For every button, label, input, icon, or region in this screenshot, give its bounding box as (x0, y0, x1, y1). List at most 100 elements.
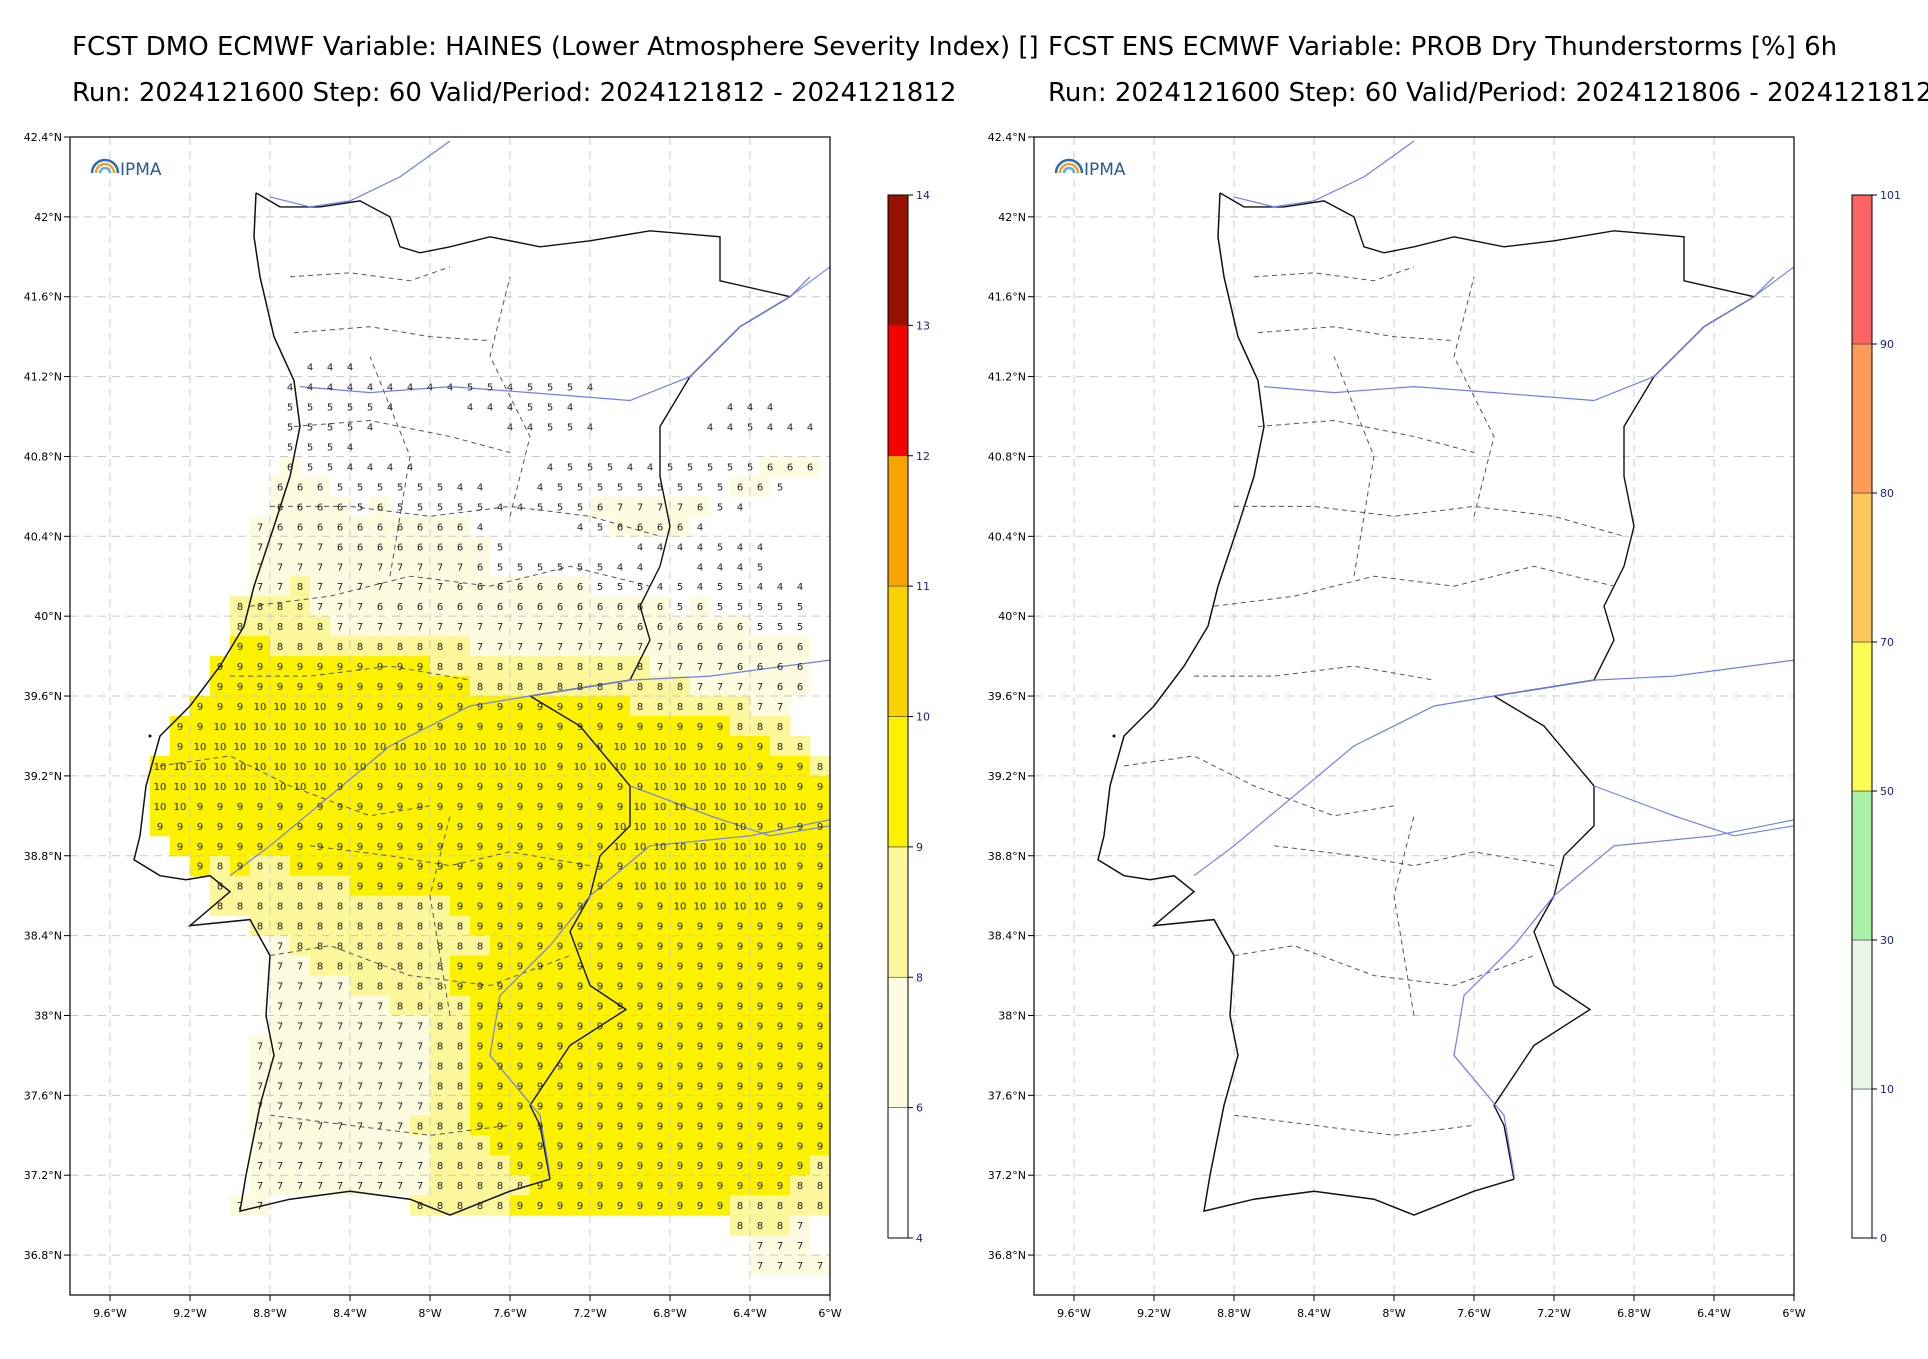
haines-cell (410, 935, 431, 957)
haines-value: 7 (397, 582, 403, 593)
haines-cell (750, 696, 771, 717)
lat-label: 38.8°N (24, 850, 62, 863)
haines-value: 8 (437, 1101, 443, 1112)
haines-value: 9 (777, 1081, 783, 1092)
haines-cell (690, 636, 711, 657)
lat-label: 39.6°N (24, 690, 62, 703)
haines-cell (610, 755, 631, 777)
haines-value: 6 (617, 602, 623, 613)
haines-value: 6 (657, 602, 663, 613)
haines-value: 9 (477, 1002, 483, 1013)
haines-cell (570, 1075, 591, 1096)
haines-cell (370, 596, 391, 617)
haines-value: 9 (537, 882, 543, 893)
haines-value: 8 (257, 922, 263, 933)
haines-value: 9 (757, 1161, 763, 1172)
district-border (1453, 276, 1495, 517)
haines-value: 9 (617, 1181, 623, 1192)
haines-value: 9 (797, 882, 803, 893)
haines-value: 7 (417, 1161, 423, 1172)
haines-value: 9 (757, 1041, 763, 1052)
haines-value: 9 (497, 922, 503, 933)
haines-value: 9 (357, 662, 363, 673)
haines-value: 4 (517, 502, 523, 513)
haines-value: 7 (437, 622, 443, 633)
haines-value: 5 (547, 423, 553, 434)
haines-value: 7 (357, 1101, 363, 1112)
haines-cell (550, 855, 571, 877)
haines-value: 7 (317, 1161, 323, 1172)
haines-cell (810, 835, 831, 857)
haines-value: 9 (357, 702, 363, 713)
haines-cell (390, 735, 411, 757)
haines-value: 7 (377, 1141, 383, 1152)
haines-cell (190, 696, 211, 717)
haines-value: 8 (297, 902, 303, 913)
haines-cell (250, 616, 271, 637)
haines-value: 6 (637, 602, 643, 613)
haines-value: 9 (517, 862, 523, 873)
haines-value: 4 (677, 542, 683, 553)
haines-value: 5 (327, 423, 333, 434)
colorbar-segment (887, 716, 909, 848)
haines-cell (290, 935, 311, 957)
haines-cell (430, 1175, 451, 1196)
haines-cell (730, 1095, 751, 1116)
haines-value: 6 (297, 522, 303, 533)
haines-value: 9 (457, 802, 463, 813)
haines-cell (770, 875, 791, 897)
haines-value: 10 (614, 762, 627, 773)
haines-value: 7 (277, 1121, 283, 1132)
haines-value: 8 (797, 1181, 803, 1192)
haines-cell (650, 895, 671, 917)
haines-value: 10 (614, 822, 627, 833)
haines-value: 10 (654, 882, 667, 893)
haines-value: 7 (377, 1041, 383, 1052)
haines-value: 8 (277, 882, 283, 893)
haines-cell (630, 1175, 651, 1196)
haines-value: 6 (457, 582, 463, 593)
haines-value: 9 (617, 902, 623, 913)
haines-value: 4 (737, 542, 743, 553)
lat-label: 40.4°N (988, 530, 1026, 543)
haines-value: 10 (734, 842, 747, 853)
haines-cell (330, 496, 351, 517)
haines-value: 9 (797, 762, 803, 773)
haines-value: 4 (367, 383, 373, 394)
haines-value: 9 (637, 1201, 643, 1212)
haines-value: 7 (277, 1021, 283, 1032)
haines-value: 9 (417, 862, 423, 873)
haines-value: 9 (297, 682, 303, 693)
river (1593, 785, 1795, 837)
haines-value: 4 (527, 423, 533, 434)
haines-value: 9 (257, 682, 263, 693)
haines-value: 7 (377, 1121, 383, 1132)
haines-cell (770, 1035, 791, 1056)
haines-value: 7 (337, 1081, 343, 1092)
haines-cell (490, 1135, 511, 1156)
haines-value: 9 (697, 1002, 703, 1013)
haines-cell (470, 935, 491, 957)
haines-value: 8 (457, 662, 463, 673)
haines-value: 9 (397, 882, 403, 893)
haines-value: 9 (557, 1161, 563, 1172)
haines-cell (750, 1075, 771, 1096)
haines-cell (570, 1015, 591, 1036)
haines-value: 9 (377, 882, 383, 893)
haines-value: 7 (377, 1181, 383, 1192)
haines-cell (310, 516, 331, 537)
haines-value: 9 (797, 1002, 803, 1013)
haines-cell (670, 895, 691, 917)
haines-value: 9 (577, 782, 583, 793)
haines-cell (270, 616, 291, 637)
lat-label: 39.2°N (24, 770, 62, 783)
haines-cell (290, 915, 311, 937)
haines-value: 9 (617, 962, 623, 973)
haines-cell (650, 995, 671, 1016)
haines-cell (430, 995, 451, 1016)
haines-value: 10 (314, 722, 327, 733)
haines-cell (330, 636, 351, 657)
haines-cell (750, 895, 771, 917)
haines-cell (790, 795, 811, 817)
lat-label: 41.2°N (988, 371, 1026, 384)
